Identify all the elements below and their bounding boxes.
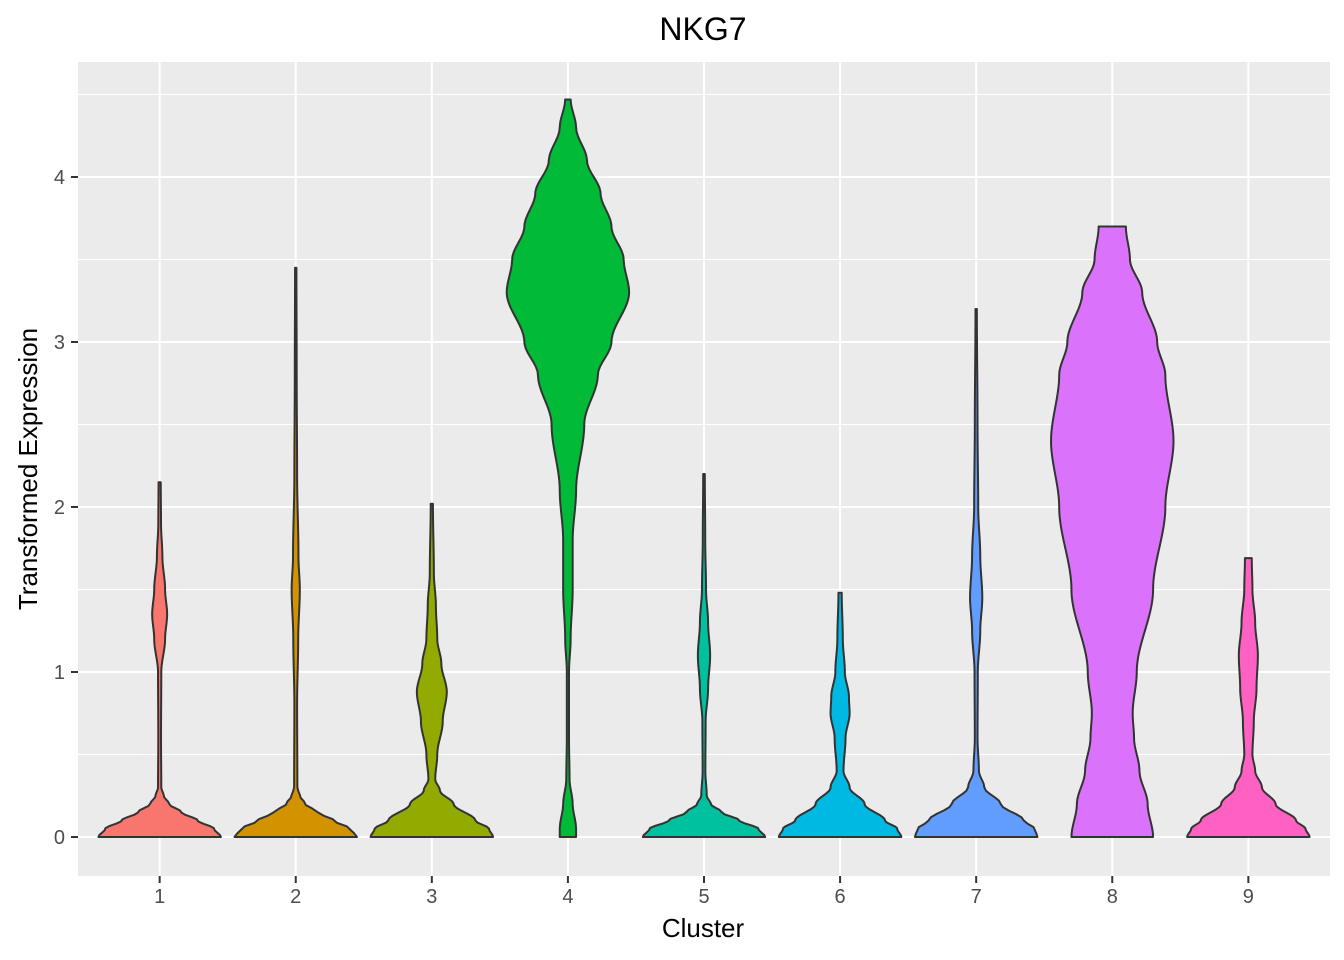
violin-cluster-3 [369, 502, 495, 838]
y-tick-label: 1 [54, 662, 65, 684]
x-tick-label: 9 [1243, 886, 1254, 908]
violin-cluster-1 [97, 481, 222, 838]
x-tick-label: 6 [835, 886, 846, 908]
x-tick-label: 5 [698, 886, 709, 908]
violin-cluster-5 [641, 473, 767, 838]
y-axis-title: Transformed Expression [13, 328, 43, 610]
y-tick-label: 4 [54, 167, 65, 189]
chart-title: NKG7 [659, 11, 746, 47]
x-tick-label: 1 [154, 886, 165, 908]
y-tick-label: 3 [54, 332, 65, 354]
x-tick-label: 3 [426, 886, 437, 908]
x-axis: 1 2 3 4 5 6 7 8 9 [154, 876, 1254, 908]
y-axis: 0 1 2 3 4 [54, 167, 78, 849]
x-tick-label: 2 [290, 886, 301, 908]
y-tick-label: 2 [54, 497, 65, 519]
x-axis-title: Cluster [662, 913, 745, 943]
x-tick-label: 8 [1107, 886, 1118, 908]
violin-cluster-8 [1050, 225, 1175, 838]
violin-cluster-4 [505, 98, 631, 838]
y-tick-label: 0 [54, 827, 65, 849]
violin-cluster-9 [1186, 557, 1311, 838]
violin-group [97, 98, 1311, 838]
violin-cluster-2 [233, 266, 358, 838]
violin-cluster-6 [777, 591, 903, 838]
x-tick-label: 7 [971, 886, 982, 908]
violin-cluster-7 [913, 308, 1039, 838]
x-tick-label: 4 [562, 886, 573, 908]
